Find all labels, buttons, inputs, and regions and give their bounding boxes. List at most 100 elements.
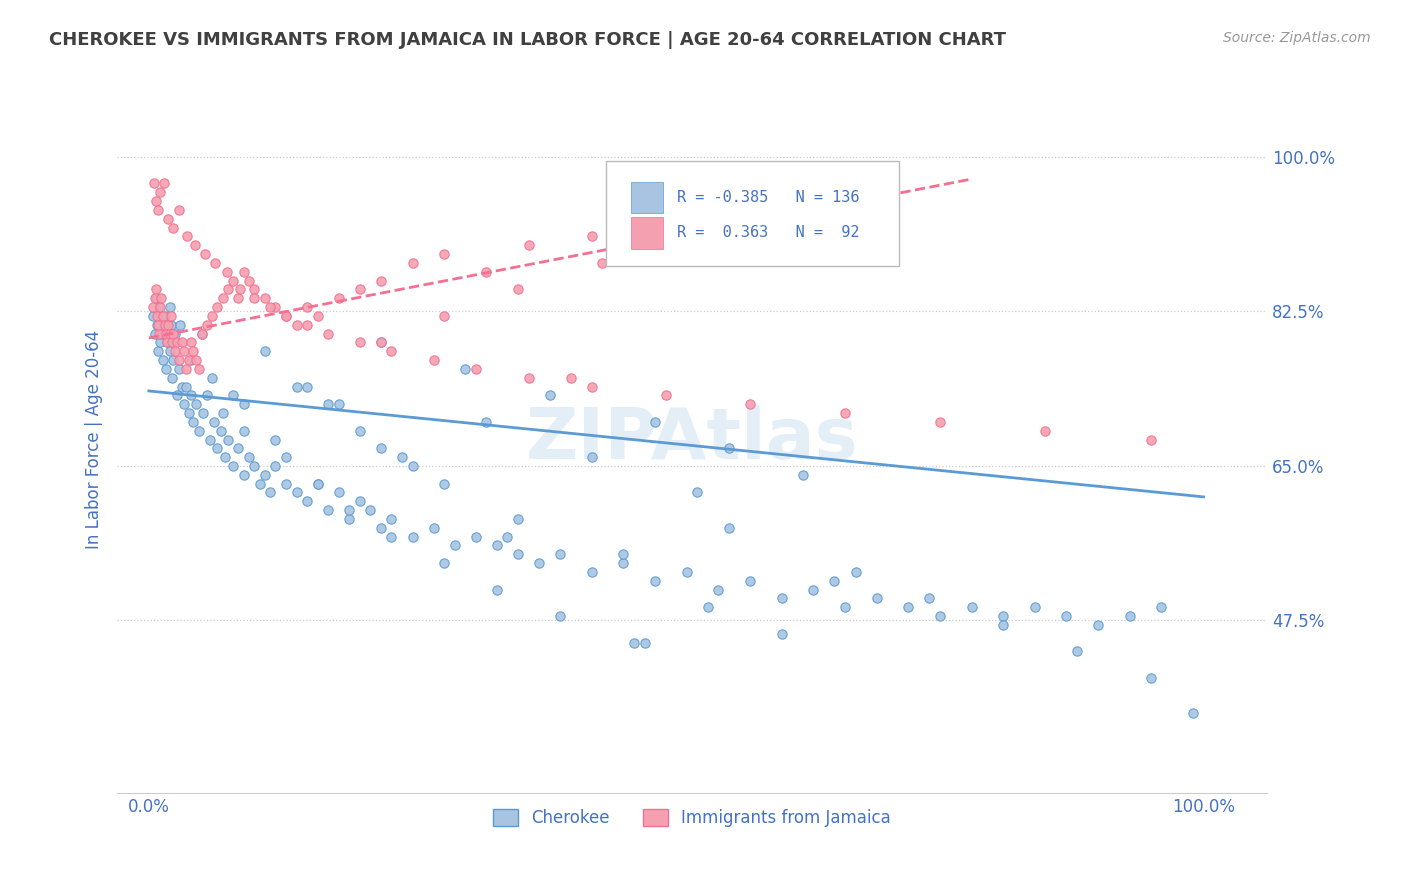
Point — [929, 415, 952, 429]
Point — [222, 274, 245, 288]
Point — [202, 415, 225, 429]
Point — [612, 556, 634, 570]
Point — [169, 202, 191, 217]
Point — [316, 503, 339, 517]
Point — [538, 388, 561, 402]
Point — [253, 467, 276, 482]
Point — [337, 503, 360, 517]
Point — [188, 362, 211, 376]
Point — [548, 547, 571, 561]
Point — [259, 300, 281, 314]
Point — [153, 318, 176, 332]
Point — [177, 406, 200, 420]
Point — [517, 370, 540, 384]
Point — [160, 370, 183, 384]
Point — [155, 362, 177, 376]
Point — [180, 388, 202, 402]
Point — [707, 582, 730, 597]
Point — [232, 467, 254, 482]
Point — [865, 591, 887, 606]
Point — [159, 344, 181, 359]
Point — [285, 485, 308, 500]
Point — [295, 494, 318, 508]
Point — [370, 335, 392, 350]
Point — [150, 291, 173, 305]
Point — [560, 370, 582, 384]
Point — [349, 494, 371, 508]
Point — [295, 379, 318, 393]
Point — [201, 309, 224, 323]
Point — [1182, 706, 1205, 721]
Text: Source: ZipAtlas.com: Source: ZipAtlas.com — [1223, 31, 1371, 45]
Point — [654, 388, 676, 402]
Point — [517, 238, 540, 252]
Point — [454, 362, 477, 376]
Y-axis label: In Labor Force | Age 20-64: In Labor Force | Age 20-64 — [86, 330, 103, 549]
Point — [259, 485, 281, 500]
Point — [253, 291, 276, 305]
Point — [215, 265, 238, 279]
Point — [475, 415, 498, 429]
Point — [186, 397, 208, 411]
Point — [155, 326, 177, 341]
Point — [370, 442, 392, 456]
Point — [307, 476, 329, 491]
Point — [238, 274, 260, 288]
Point — [581, 379, 603, 393]
Point — [993, 618, 1015, 632]
Point — [380, 512, 402, 526]
Point — [770, 626, 793, 640]
Point — [485, 582, 508, 597]
Point — [665, 220, 688, 235]
Point — [717, 442, 740, 456]
Point — [228, 291, 250, 305]
Point — [222, 388, 245, 402]
Point — [217, 282, 239, 296]
Point — [717, 521, 740, 535]
Point — [198, 433, 221, 447]
Point — [506, 547, 529, 561]
Point — [686, 485, 709, 500]
Point — [142, 300, 165, 314]
Point — [253, 344, 276, 359]
Point — [148, 344, 170, 359]
Point — [792, 467, 814, 482]
Point — [184, 238, 207, 252]
Text: R =  0.363   N =  92: R = 0.363 N = 92 — [678, 226, 859, 241]
Point — [146, 309, 169, 323]
Point — [145, 291, 167, 305]
Point — [823, 574, 845, 588]
Point — [156, 211, 179, 226]
Point — [160, 318, 183, 332]
Point — [195, 388, 218, 402]
Point — [844, 565, 866, 579]
Point — [295, 300, 318, 314]
Point — [506, 282, 529, 296]
Point — [165, 344, 187, 359]
Point — [1056, 609, 1078, 624]
Point — [612, 547, 634, 561]
Point — [194, 247, 217, 261]
Point — [207, 300, 229, 314]
Point — [162, 326, 184, 341]
Point — [422, 521, 444, 535]
Point — [464, 362, 486, 376]
Point — [148, 202, 170, 217]
Point — [152, 309, 174, 323]
Point — [156, 326, 179, 341]
Point — [433, 556, 456, 570]
Point — [186, 353, 208, 368]
Point — [876, 202, 898, 217]
Point — [1140, 671, 1163, 685]
Point — [243, 282, 266, 296]
Point — [337, 512, 360, 526]
Point — [174, 362, 197, 376]
Point — [1119, 609, 1142, 624]
Point — [190, 326, 212, 341]
Point — [166, 388, 188, 402]
Point — [165, 326, 187, 341]
Point — [1140, 433, 1163, 447]
Point — [228, 282, 250, 296]
Point — [401, 458, 423, 473]
Point — [801, 582, 824, 597]
